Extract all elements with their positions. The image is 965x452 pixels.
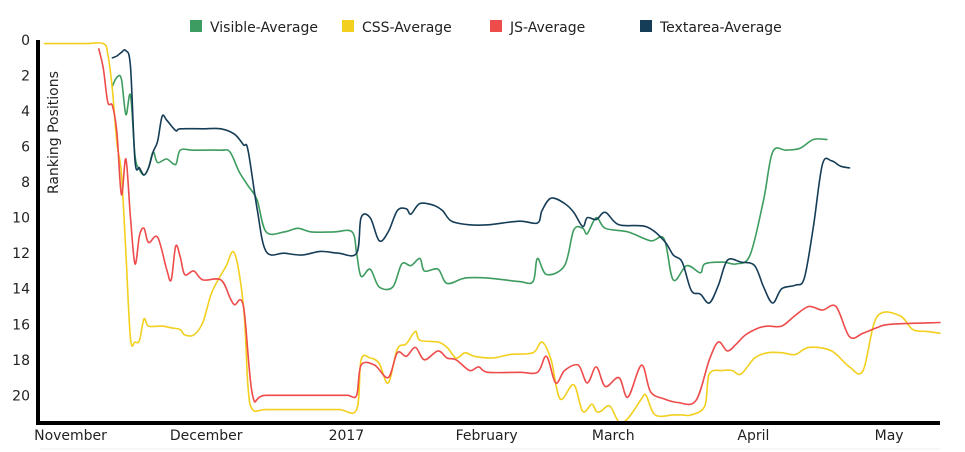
x-tick-label: December	[170, 428, 243, 444]
series-line-visible-average	[111, 74, 828, 291]
y-tick-label: 14	[12, 282, 30, 298]
y-tick-label: 0	[21, 33, 30, 49]
series-line-css-average	[43, 42, 941, 424]
legend-label-css-average: CSS-Average	[362, 20, 452, 36]
y-tick-label: 10	[12, 211, 30, 227]
series-lines	[43, 42, 941, 424]
x-tick-label: 2017	[329, 428, 365, 444]
x-tick-label: April	[737, 428, 769, 444]
legend-label-js-average: JS-Average	[509, 20, 585, 36]
x-tick-label: May	[875, 428, 904, 444]
y-tick-label: 2	[21, 69, 30, 85]
legend-swatch-visible-average	[190, 20, 202, 32]
y-tick-label: 20	[12, 388, 30, 404]
legend-label-textarea-average: Textarea-Average	[659, 20, 782, 36]
series-line-textarea-average	[111, 49, 851, 304]
y-tick-label: 8	[21, 175, 30, 191]
y-tick-label: 4	[21, 104, 30, 120]
legend-label-visible-average: Visible-Average	[210, 20, 318, 36]
x-axis-ticks: November December 2017 February March April Ma…	[34, 428, 903, 444]
y-tick-label: 12	[12, 246, 30, 262]
legend-swatch-js-average	[490, 20, 502, 32]
series-line-js-average	[98, 48, 941, 406]
y-axis-ticks: 0 2 4 6 8 10 12 14 16 18 20	[12, 33, 30, 404]
y-tick-label: 6	[21, 140, 30, 156]
legend-swatch-css-average	[342, 20, 354, 32]
legend-swatch-textarea-average	[640, 20, 652, 32]
x-tick-label: March	[592, 428, 635, 444]
y-tick-label: 18	[12, 353, 30, 369]
legend: Visible-Average CSS-Average JS-Average Text…	[190, 20, 782, 36]
x-tick-label: February	[456, 428, 518, 444]
y-tick-label: 16	[12, 317, 30, 333]
y-axis-title: Ranking Positions	[46, 71, 62, 194]
x-tick-label: November	[34, 428, 107, 444]
